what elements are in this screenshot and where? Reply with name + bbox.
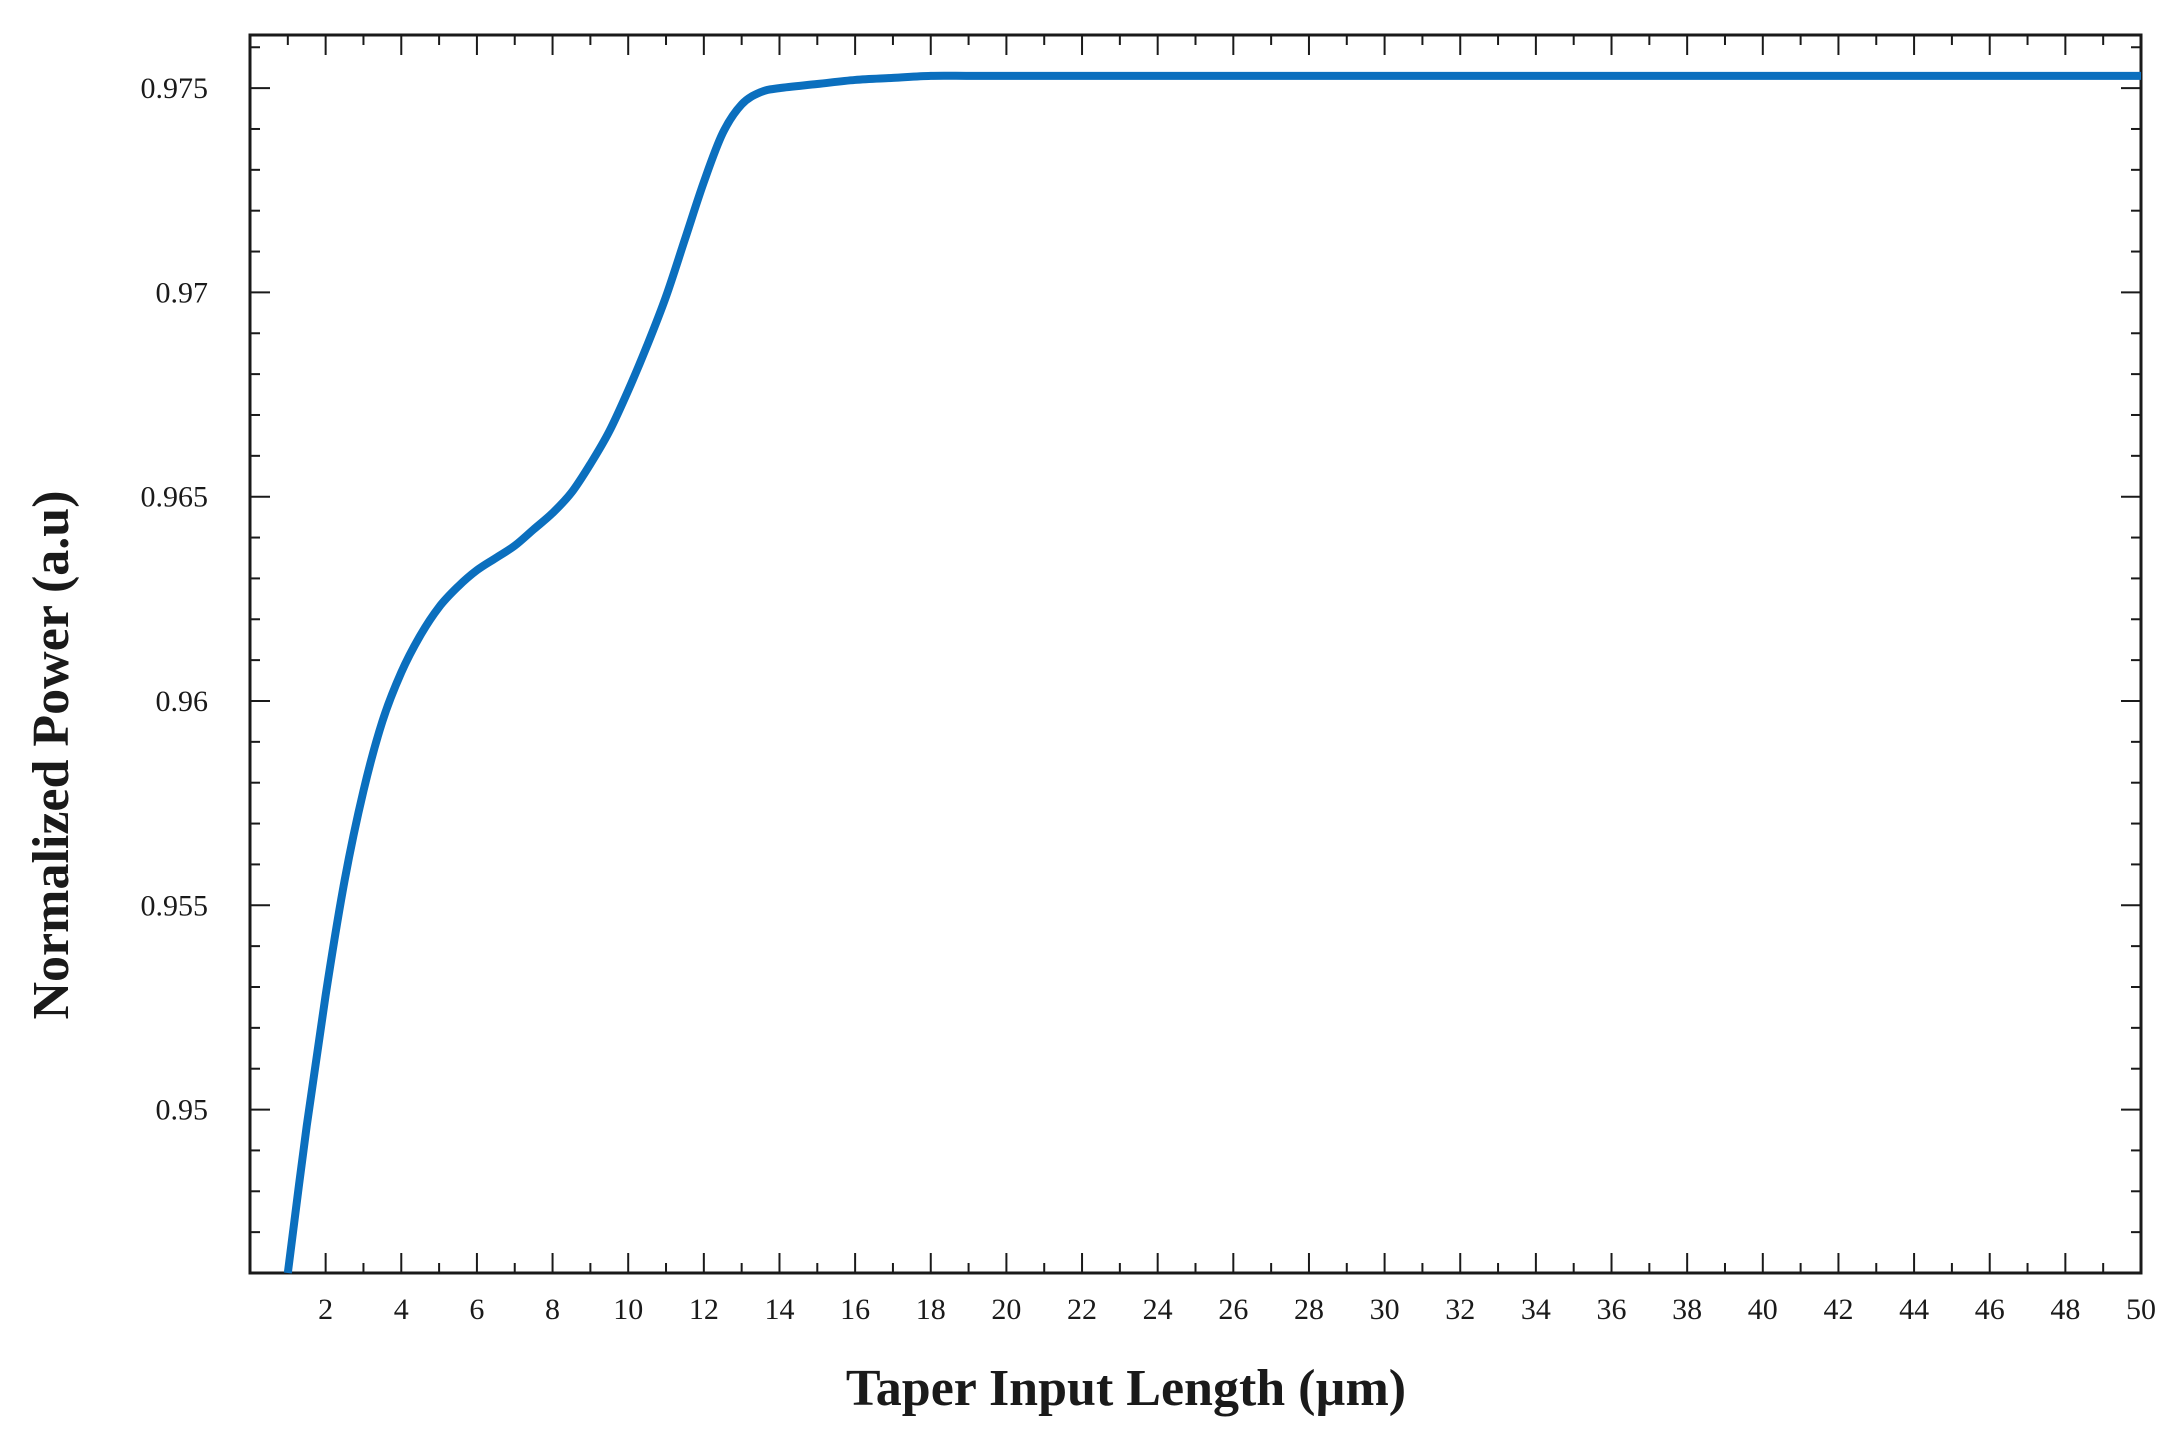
y-axis-ticks: 0.95 0.955 0.96 0.965 0.97 0.975	[141, 46, 2141, 1274]
x-tick-label: 8	[545, 1293, 560, 1326]
plot-frame	[248, 33, 2143, 1275]
x-tick-label: 36	[1597, 1293, 1627, 1326]
x-tick-label: 18	[916, 1293, 946, 1326]
x-axis-ticks: 2 4 6 8 10 12 14 16 18 20 22 24 26 28 30 32 34 36 38 40 42 44…	[249, 35, 2156, 1326]
x-tick-label: 32	[1445, 1293, 1475, 1326]
y-axis-title: Normalized Power (a.u)	[23, 490, 80, 1019]
x-tick-label: 42	[1823, 1293, 1853, 1326]
x-tick-label: 16	[840, 1293, 870, 1326]
y-tick-label: 0.95	[156, 1094, 209, 1127]
x-tick-label: 44	[1899, 1293, 1929, 1326]
x-tick-label: 10	[613, 1293, 643, 1326]
y-tick-label: 0.955	[141, 889, 209, 922]
y-tick-label: 0.975	[141, 72, 209, 105]
x-tick-label: 6	[469, 1293, 484, 1326]
x-tick-label: 48	[2050, 1293, 2080, 1326]
x-tick-label: 50	[2126, 1293, 2156, 1326]
x-tick-label: 40	[1748, 1293, 1778, 1326]
x-axis-title: Taper Input Length (µm)	[846, 1360, 1406, 1417]
x-tick-label: 26	[1218, 1293, 1248, 1326]
x-tick-label: 38	[1672, 1293, 1702, 1326]
x-tick-label: 34	[1521, 1293, 1551, 1326]
x-tick-label: 22	[1067, 1293, 1097, 1326]
series-line	[283, 71, 2141, 1274]
y-tick-label: 0.965	[141, 481, 209, 514]
x-tick-label: 24	[1143, 1293, 1173, 1326]
x-tick-label: 46	[1975, 1293, 2005, 1326]
x-tick-label: 2	[318, 1293, 333, 1326]
x-tick-label: 28	[1294, 1293, 1324, 1326]
y-tick-label: 0.97	[156, 276, 209, 309]
x-tick-label: 30	[1370, 1293, 1400, 1326]
x-tick-label: 12	[689, 1293, 719, 1326]
series-layer	[283, 71, 2141, 1274]
x-tick-label: 20	[991, 1293, 1021, 1326]
x-tick-label: 4	[394, 1293, 409, 1326]
x-tick-label: 14	[764, 1293, 794, 1326]
y-tick-label: 0.96	[156, 685, 209, 718]
